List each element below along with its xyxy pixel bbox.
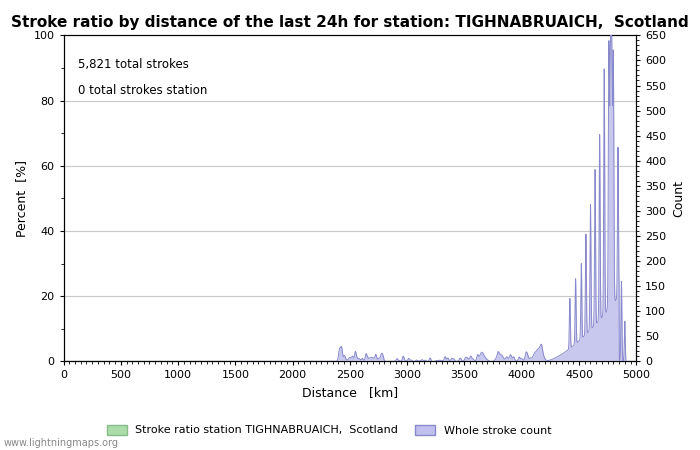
- Text: 0 total strokes station: 0 total strokes station: [78, 84, 207, 97]
- Text: 5,821 total strokes: 5,821 total strokes: [78, 58, 189, 71]
- Legend: Stroke ratio station TIGHNABRUAICH,  Scotland, Whole stroke count: Stroke ratio station TIGHNABRUAICH, Scot…: [102, 420, 556, 440]
- Y-axis label: Percent  [%]: Percent [%]: [15, 160, 28, 237]
- X-axis label: Distance   [km]: Distance [km]: [302, 386, 398, 399]
- Y-axis label: Count: Count: [672, 180, 685, 217]
- Text: www.lightningmaps.org: www.lightningmaps.org: [4, 438, 118, 448]
- Title: Stroke ratio by distance of the last 24h for station: TIGHNABRUAICH,  Scotland: Stroke ratio by distance of the last 24h…: [11, 15, 689, 30]
